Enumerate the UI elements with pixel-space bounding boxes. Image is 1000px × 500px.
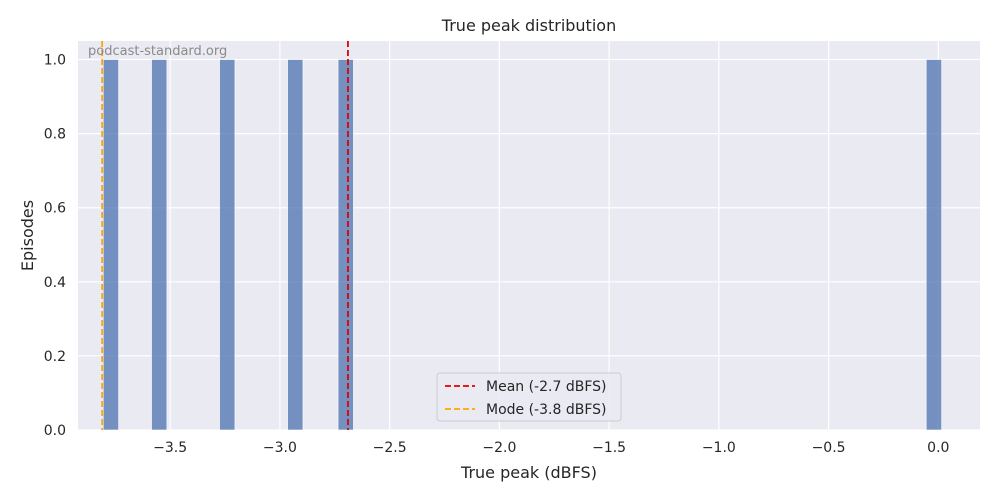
reference-lines [101, 41, 349, 430]
watermark-text: podcast-standard.org [88, 44, 227, 59]
y-tick-label: 0.4 [44, 275, 66, 291]
y-tick-label: 0.0 [44, 423, 66, 439]
chart-title: True peak distribution [441, 16, 616, 35]
legend-label: Mode (-3.8 dBFS) [486, 402, 606, 418]
histogram-bar [337, 59, 354, 431]
x-axis-label: True peak (dBFS) [460, 463, 597, 482]
plot-area [78, 41, 980, 430]
x-axis-ticks: −3.5 −3.0 −2.5 −2.0 −1.5 −1.0 −0.5 0.0 [153, 440, 949, 456]
x-tick-label: −3.5 [153, 440, 187, 456]
x-tick-label: −2.0 [482, 440, 516, 456]
y-axis-ticks: 0.0 0.2 0.4 0.6 0.8 1.0 [44, 53, 66, 439]
x-tick-label: 0.0 [927, 440, 949, 456]
histogram-bar [925, 59, 942, 431]
histogram-bar [287, 59, 304, 431]
histogram-bar [151, 59, 168, 431]
legend-label: Mean (-2.7 dBFS) [486, 379, 606, 395]
y-tick-label: 0.6 [44, 201, 66, 217]
x-tick-label: −2.5 [373, 440, 407, 456]
y-tick-label: 1.0 [44, 53, 66, 69]
y-axis-label: Episodes [18, 200, 37, 271]
x-tick-label: −1.0 [702, 440, 736, 456]
x-tick-label: −3.0 [263, 440, 297, 456]
x-tick-label: −1.5 [592, 440, 626, 456]
y-tick-label: 0.2 [44, 349, 66, 365]
histogram-bar [219, 59, 236, 431]
x-tick-label: −0.5 [812, 440, 846, 456]
legend: Mean (-2.7 dBFS) Mode (-3.8 dBFS) [436, 372, 622, 422]
histogram-bar [102, 59, 119, 431]
legend-box [436, 372, 622, 422]
y-tick-label: 0.8 [44, 127, 66, 143]
bars [102, 59, 942, 431]
